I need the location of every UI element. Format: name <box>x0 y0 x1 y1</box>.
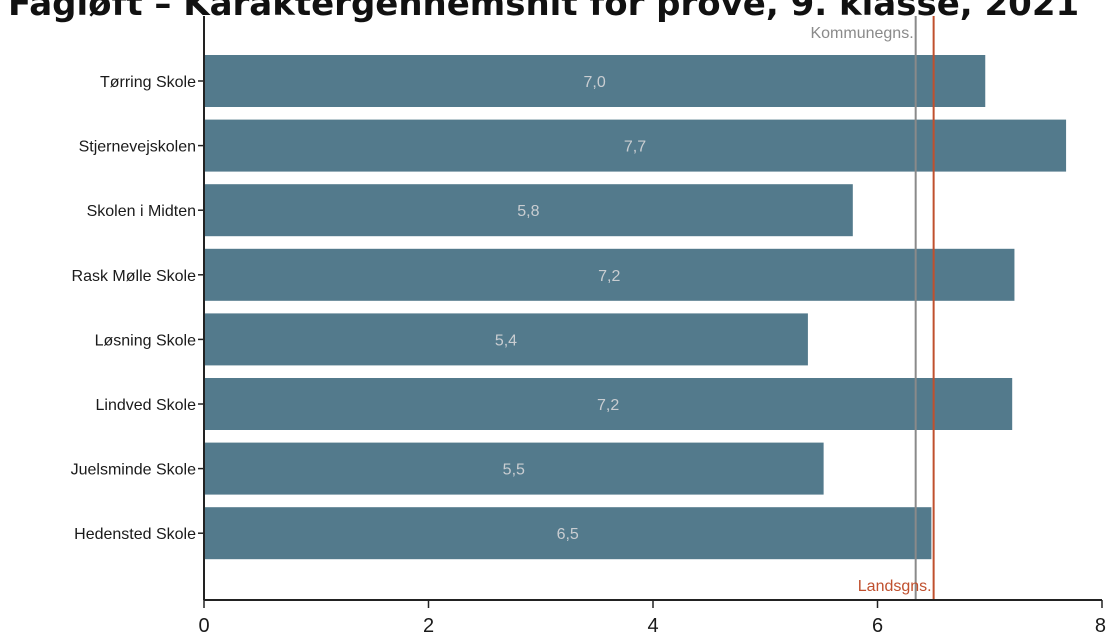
axes-layer: Tørring Skole Stjernevejskolen Skolen i Mi… <box>71 16 1106 635</box>
x-tick-label: 8 <box>1095 615 1106 635</box>
bar <box>204 248 1015 301</box>
category-label: Løsning Skole <box>95 332 196 349</box>
bar-value-label: 7,0 <box>584 74 606 91</box>
bar-value-label: 5,5 <box>503 462 525 479</box>
bar-value-label: 7,7 <box>624 139 646 156</box>
bar <box>204 442 824 495</box>
reference-line-label: Kommunegns. <box>810 25 913 42</box>
x-tick-label: 2 <box>423 615 434 635</box>
x-tick-label: 4 <box>647 615 658 635</box>
category-label: Stjernevejskolen <box>79 139 196 156</box>
page-title: Fagløft – Karaktergennemsnit for prove, … <box>8 0 1080 24</box>
bar-value-label: 5,8 <box>517 203 539 220</box>
category-label: Tørring Skole <box>100 74 196 91</box>
bar <box>204 507 932 560</box>
reference-lines-layer: Kommunegns. Landsgns. <box>810 16 935 600</box>
category-label: Skolen i Midten <box>87 203 196 220</box>
category-label: Juelsminde Skole <box>71 462 197 479</box>
bars-layer: 7,0 7,7 5,8 7,2 5,4 7,2 5,5 6,5 <box>204 55 1067 560</box>
bar-value-label: 5,4 <box>495 332 517 349</box>
bar-value-label: 7,2 <box>598 268 620 285</box>
bar <box>204 55 986 107</box>
bar <box>204 313 808 366</box>
category-label: Hedensted Skole <box>74 526 196 543</box>
x-tick-label: 0 <box>198 615 209 635</box>
category-label: Rask Mølle Skole <box>72 268 197 285</box>
x-tick-label: 6 <box>872 615 883 635</box>
bar <box>204 119 1067 172</box>
bar <box>204 378 1013 430</box>
reference-line-label: Landsgns. <box>858 578 932 595</box>
bar-value-label: 7,2 <box>597 397 619 414</box>
bar <box>204 184 853 237</box>
bar-value-label: 6,5 <box>557 526 579 543</box>
category-label: Lindved Skole <box>95 397 196 414</box>
